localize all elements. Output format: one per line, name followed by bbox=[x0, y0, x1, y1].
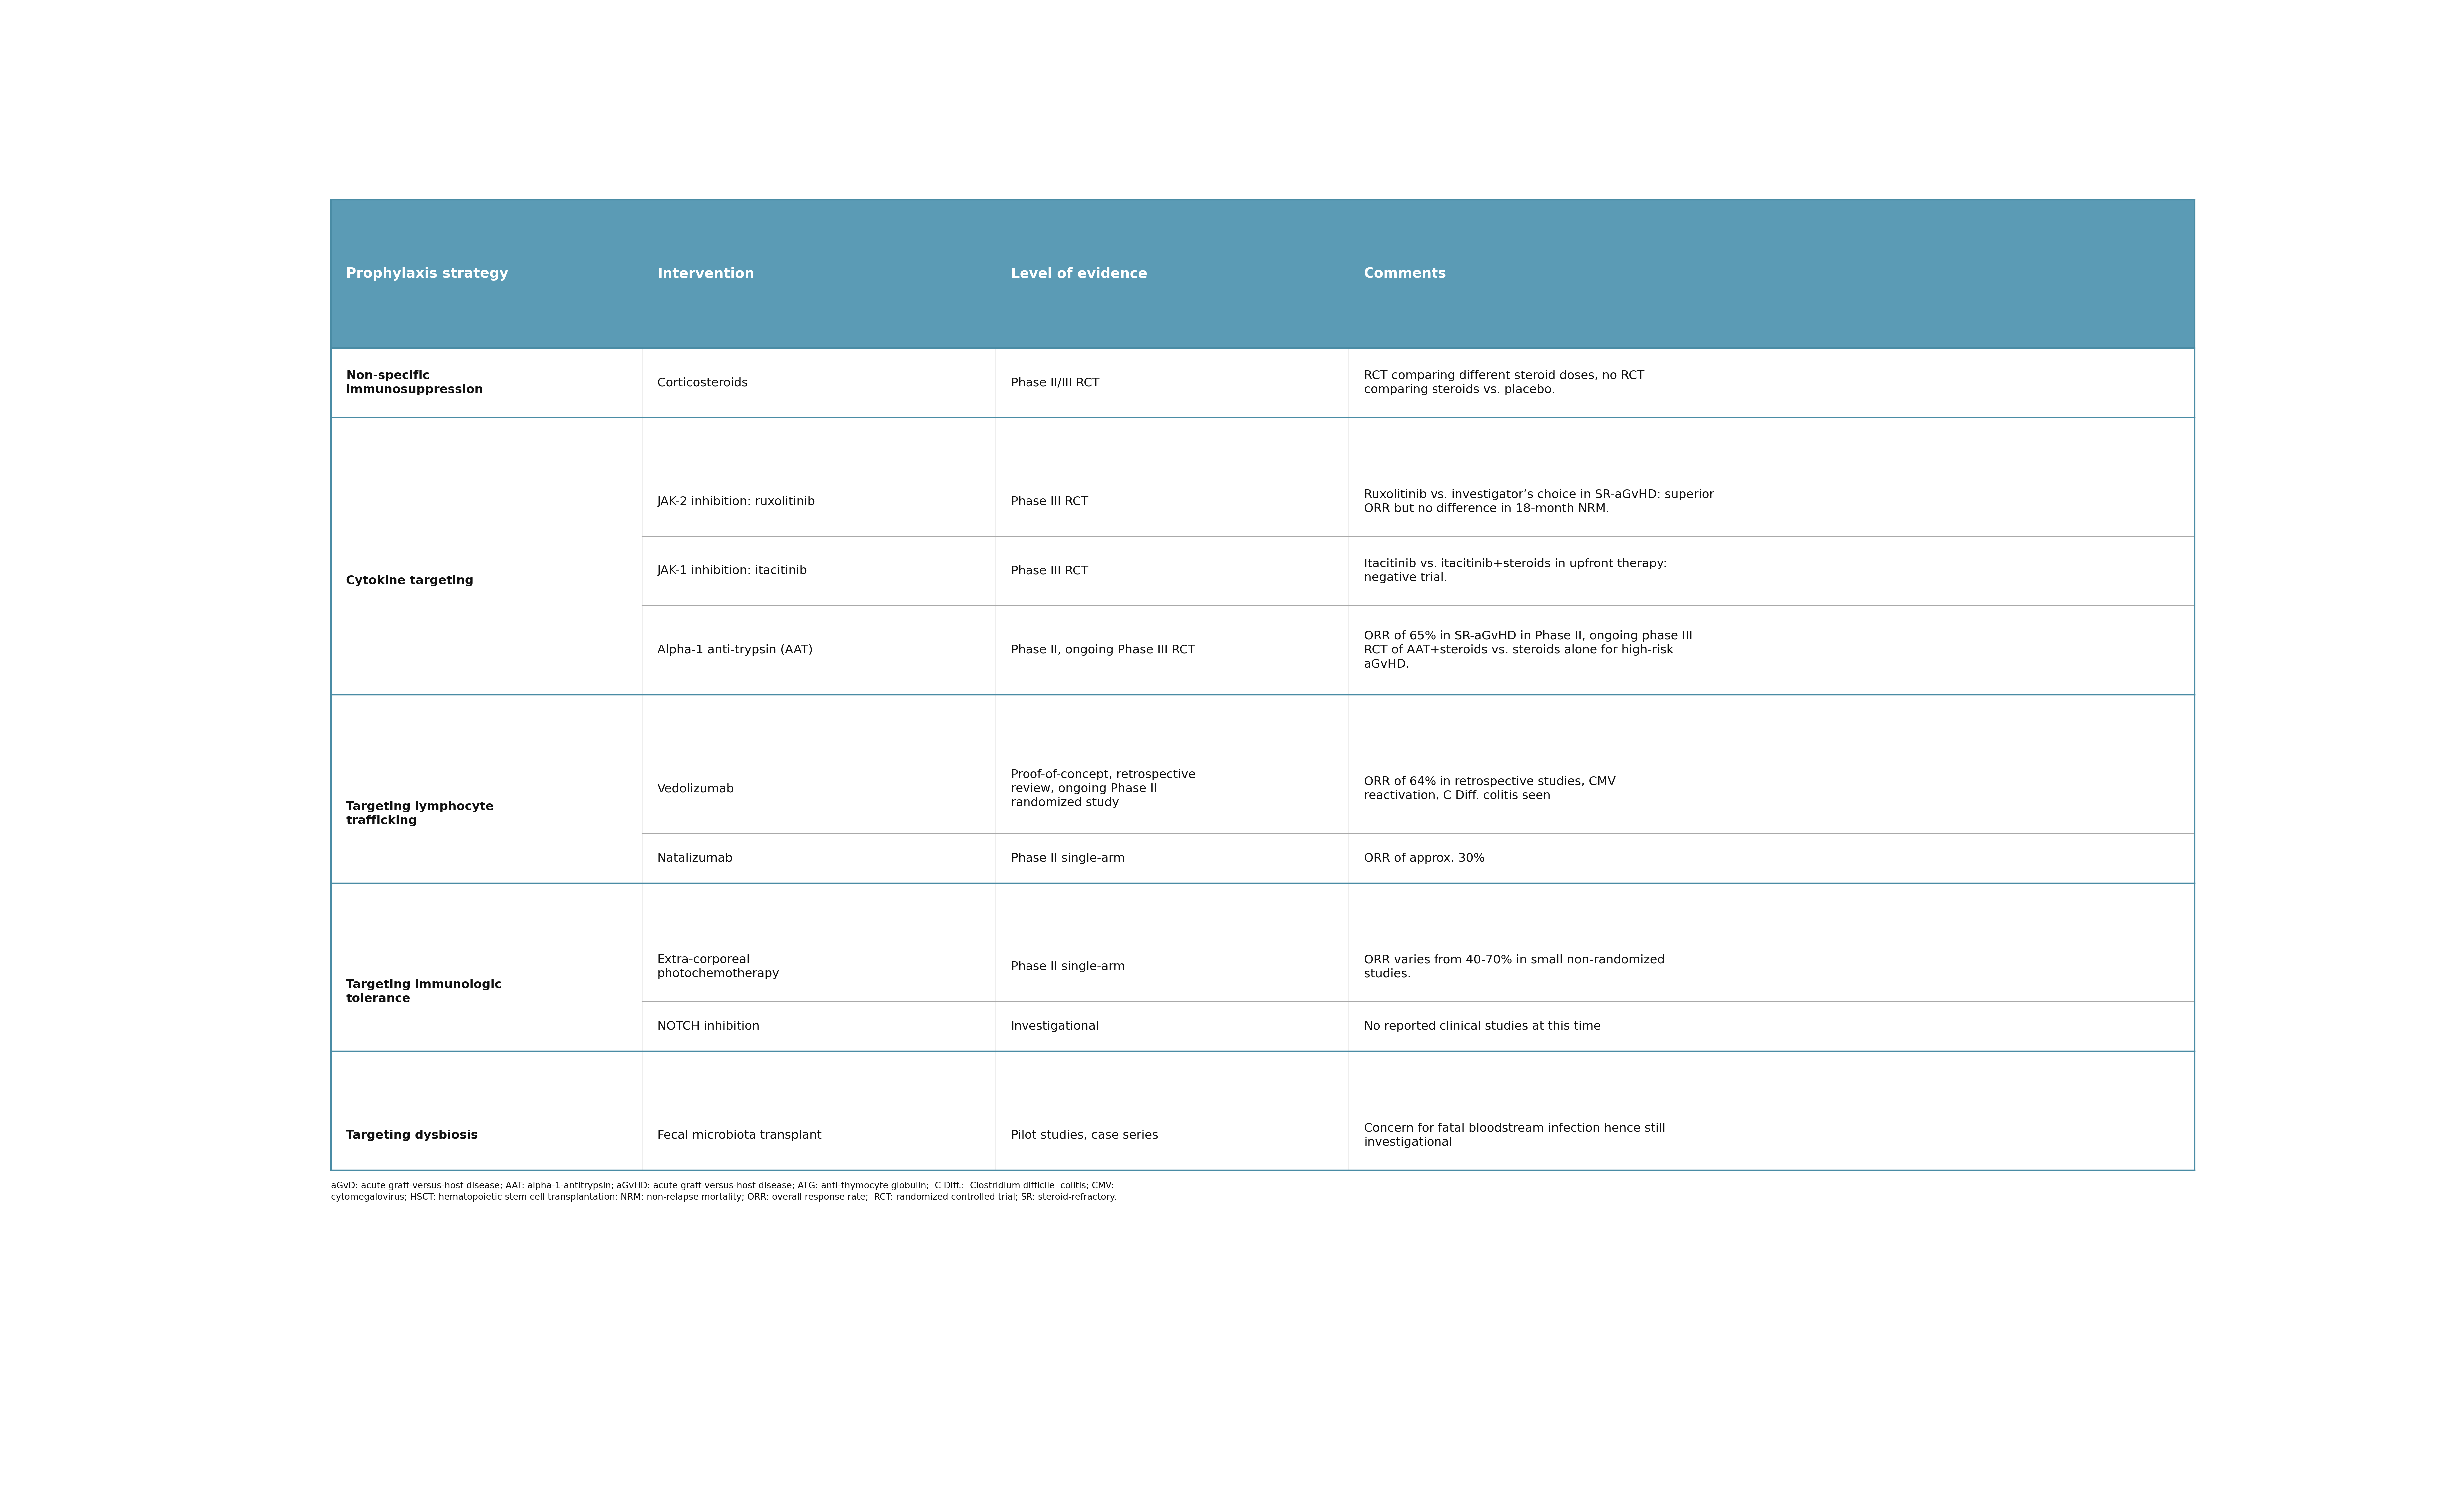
Text: Phase III RCT: Phase III RCT bbox=[1010, 496, 1089, 507]
Text: Concern for fatal bloodstream infection hence still
investigational: Concern for fatal bloodstream infection … bbox=[1365, 1123, 1666, 1148]
Text: Vedolizumab: Vedolizumab bbox=[658, 782, 734, 794]
Text: Prophylaxis strategy: Prophylaxis strategy bbox=[345, 267, 508, 280]
Text: Level of evidence: Level of evidence bbox=[1010, 267, 1148, 280]
Text: Phase II/III RCT: Phase II/III RCT bbox=[1010, 378, 1099, 388]
Text: Itacitinib vs. itacitinib+steroids in upfront therapy:
negative trial.: Itacitinib vs. itacitinib+steroids in up… bbox=[1365, 558, 1668, 583]
Text: Non-specific
immunosuppression: Non-specific immunosuppression bbox=[345, 370, 483, 396]
Text: Phase II, ongoing Phase III RCT: Phase II, ongoing Phase III RCT bbox=[1010, 645, 1195, 655]
Text: Targeting dysbiosis: Targeting dysbiosis bbox=[345, 1130, 478, 1141]
Text: Comments: Comments bbox=[1365, 267, 1446, 280]
Text: aGvD: acute graft-versus-host disease; AAT: alpha-1-antitrypsin; aGvHD: acute gr: aGvD: acute graft-versus-host disease; A… bbox=[330, 1181, 1116, 1202]
Text: ORR of 64% in retrospective studies, CMV
reactivation, C Diff. colitis seen: ORR of 64% in retrospective studies, CMV… bbox=[1365, 776, 1616, 802]
Text: NOTCH inhibition: NOTCH inhibition bbox=[658, 1021, 759, 1031]
Text: Corticosteroids: Corticosteroids bbox=[658, 378, 749, 388]
Text: Ruxolitinib vs. investigator’s choice in SR-aGvHD: superior
ORR but no differenc: Ruxolitinib vs. investigator’s choice in… bbox=[1365, 489, 1715, 514]
Text: Fecal microbiota transplant: Fecal microbiota transplant bbox=[658, 1130, 821, 1141]
Text: ORR varies from 40-70% in small non-randomized
studies.: ORR varies from 40-70% in small non-rand… bbox=[1365, 955, 1666, 980]
Text: Phase II single-arm: Phase II single-arm bbox=[1010, 853, 1126, 863]
Text: Targeting immunologic
tolerance: Targeting immunologic tolerance bbox=[345, 979, 503, 1004]
Text: Extra-corporeal
photochemotherapy: Extra-corporeal photochemotherapy bbox=[658, 955, 779, 980]
Text: ORR of 65% in SR-aGvHD in Phase II, ongoing phase III
RCT of AAT+steroids vs. st: ORR of 65% in SR-aGvHD in Phase II, ongo… bbox=[1365, 631, 1693, 670]
Text: Proof-of-concept, retrospective
review, ongoing Phase II
randomized study: Proof-of-concept, retrospective review, … bbox=[1010, 769, 1195, 808]
Text: Pilot studies, case series: Pilot studies, case series bbox=[1010, 1130, 1158, 1141]
Text: Alpha-1 anti-trypsin (AAT): Alpha-1 anti-trypsin (AAT) bbox=[658, 645, 813, 655]
Text: Targeting lymphocyte
trafficking: Targeting lymphocyte trafficking bbox=[345, 800, 493, 826]
Text: Natalizumab: Natalizumab bbox=[658, 853, 734, 863]
Text: Cytokine targeting: Cytokine targeting bbox=[345, 576, 473, 586]
Text: No reported clinical studies at this time: No reported clinical studies at this tim… bbox=[1365, 1021, 1602, 1031]
Text: JAK-1 inhibition: itacitinib: JAK-1 inhibition: itacitinib bbox=[658, 565, 808, 577]
Text: Investigational: Investigational bbox=[1010, 1021, 1099, 1031]
Text: Phase II single-arm: Phase II single-arm bbox=[1010, 961, 1126, 973]
Bar bbox=[330, 199, 2195, 348]
Text: Intervention: Intervention bbox=[658, 267, 754, 280]
Text: JAK-2 inhibition: ruxolitinib: JAK-2 inhibition: ruxolitinib bbox=[658, 496, 816, 507]
Text: Phase III RCT: Phase III RCT bbox=[1010, 565, 1089, 577]
Text: RCT comparing different steroid doses, no RCT
comparing steroids vs. placebo.: RCT comparing different steroid doses, n… bbox=[1365, 370, 1643, 396]
Text: ORR of approx. 30%: ORR of approx. 30% bbox=[1365, 853, 1486, 863]
